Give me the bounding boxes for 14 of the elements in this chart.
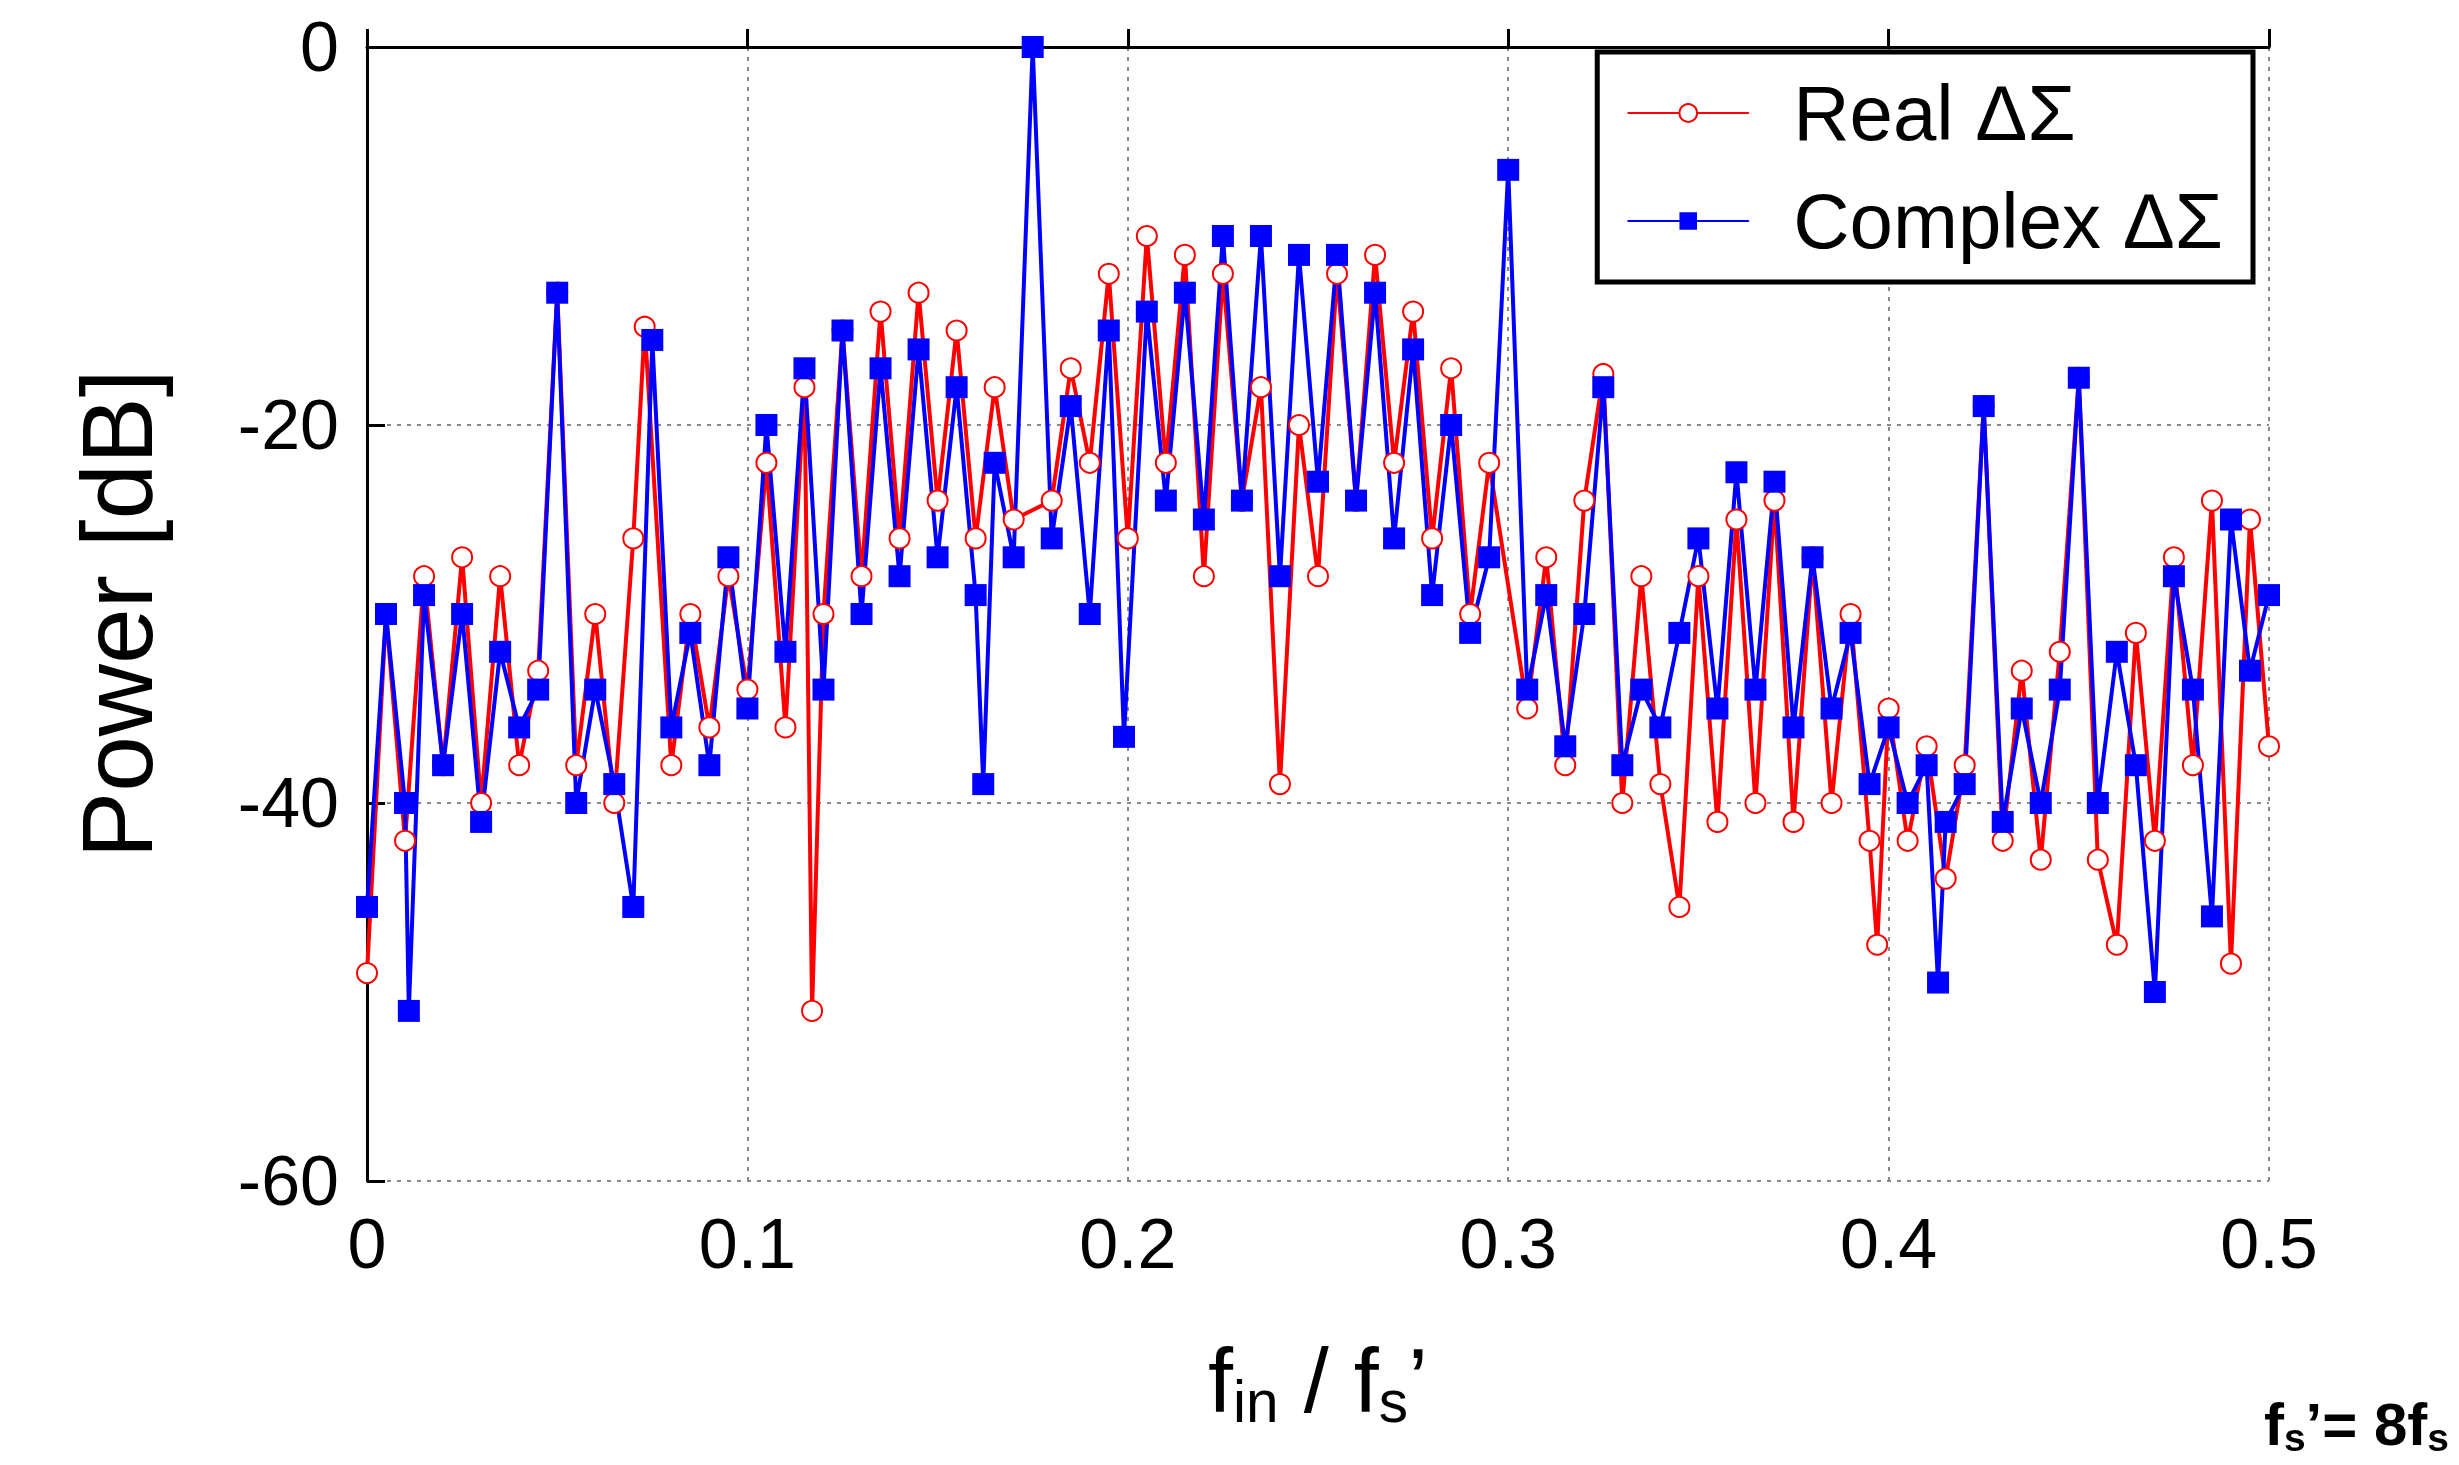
legend-label: Complex ΔΣ [1793, 177, 2223, 265]
text: fs’= 8fs [2263, 1390, 2450, 1459]
x-tick-label: 0.5 [2220, 1205, 2318, 1283]
y-tick-label: -20 [237, 386, 339, 464]
x-tick-label: 0.2 [1079, 1205, 1177, 1283]
x-tick-label: 0.4 [1839, 1205, 1938, 1283]
y-tick-label: -60 [237, 1142, 339, 1220]
y-tick-label: -40 [237, 764, 339, 842]
x-tick-label: 0 [347, 1205, 387, 1283]
y-axis-title: Power [dB] [61, 369, 173, 859]
x-tick-label: 0.1 [698, 1205, 797, 1283]
legend-label: Real ΔΣ [1793, 69, 2076, 157]
x-tick-label: 0.3 [1459, 1205, 1557, 1283]
y-tick-label: 0 [300, 8, 339, 86]
